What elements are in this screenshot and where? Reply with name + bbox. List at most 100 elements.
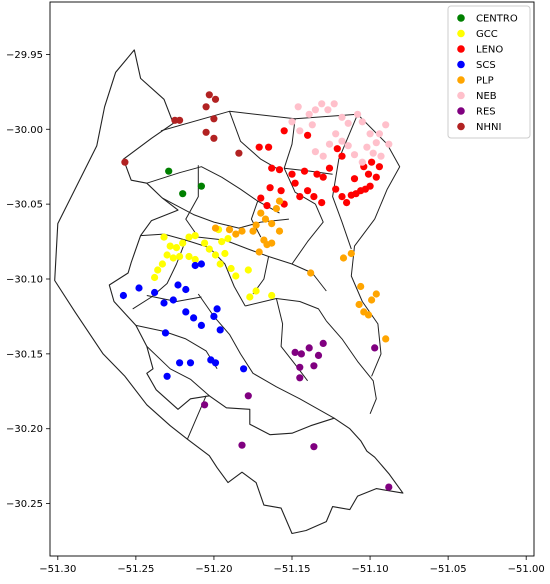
y-tick-label: −30.00 <box>6 125 43 136</box>
district-boundary <box>245 298 327 322</box>
series-scs <box>119 260 248 380</box>
series-plp <box>211 197 390 343</box>
data-point-neb <box>382 121 390 129</box>
x-tick-label: −51.25 <box>117 564 154 575</box>
data-point-neb <box>308 121 316 129</box>
data-point-leno <box>255 143 263 151</box>
data-point-nhni <box>121 158 129 166</box>
data-point-res <box>371 344 379 352</box>
data-point-plp <box>372 290 380 298</box>
x-tick-label: −51.20 <box>195 564 232 575</box>
data-point-neb <box>311 148 319 156</box>
data-point-scs <box>210 312 218 320</box>
x-tick-label: −51.00 <box>508 564 545 575</box>
data-point-leno <box>364 170 373 178</box>
data-point-gcc <box>158 260 166 268</box>
data-point-scs <box>151 288 159 297</box>
series-nhni <box>121 91 243 166</box>
data-point-gcc <box>172 244 181 252</box>
y-tick-label: −30.15 <box>6 349 43 360</box>
series-neb <box>288 100 393 166</box>
data-point-scs <box>163 372 171 380</box>
data-point-scs <box>186 359 195 367</box>
data-point-res <box>296 363 304 371</box>
y-tick-label: −29.95 <box>6 50 43 61</box>
data-point-leno <box>288 170 296 178</box>
data-point-plp <box>261 215 270 223</box>
data-point-plp <box>357 282 365 291</box>
data-point-scs <box>213 305 221 313</box>
data-point-leno <box>300 167 309 175</box>
x-tick-label: −51.10 <box>352 564 389 575</box>
data-point-leno <box>291 179 299 187</box>
data-point-scs <box>182 308 190 316</box>
data-point-neb <box>375 130 383 138</box>
data-point-leno <box>372 173 380 181</box>
legend-label: PLP <box>476 76 494 87</box>
data-point-neb <box>294 103 302 111</box>
data-point-gcc <box>252 287 260 295</box>
data-point-leno <box>265 143 273 151</box>
data-point-gcc <box>154 266 162 274</box>
data-point-leno <box>266 184 274 192</box>
data-point-plp <box>252 221 260 229</box>
district-boundary <box>350 218 382 377</box>
data-point-res <box>310 362 318 370</box>
data-point-plp <box>268 220 276 228</box>
data-point-centro <box>197 182 205 190</box>
data-point-gcc <box>163 251 171 259</box>
data-point-scs <box>161 329 170 337</box>
data-point-leno <box>338 193 346 201</box>
data-point-res <box>201 401 209 409</box>
data-point-gcc <box>224 235 232 243</box>
city-outline <box>54 49 404 535</box>
data-point-res <box>314 351 323 359</box>
data-point-neb <box>372 139 380 147</box>
data-point-neb <box>354 110 362 118</box>
legend-label: GCC <box>476 29 498 40</box>
data-point-leno <box>318 199 326 207</box>
data-point-gcc <box>227 264 235 273</box>
data-point-gcc <box>268 291 276 300</box>
data-point-gcc <box>185 233 193 241</box>
data-point-nhni <box>235 149 243 157</box>
data-point-plp <box>225 226 234 234</box>
data-point-neb <box>338 113 346 121</box>
legend-marker <box>457 122 465 131</box>
data-point-centro <box>165 167 173 175</box>
data-point-gcc <box>216 260 224 268</box>
data-point-neb <box>332 130 340 138</box>
data-point-plp <box>368 296 376 304</box>
data-point-neb <box>318 100 326 108</box>
data-point-scs <box>169 296 177 304</box>
data-point-nhni <box>202 103 210 111</box>
data-point-neb <box>344 142 352 150</box>
legend-label: LENO <box>476 45 503 56</box>
legend-marker <box>457 29 465 38</box>
data-point-leno <box>310 193 318 201</box>
data-point-neb <box>330 100 338 108</box>
series-centro <box>165 167 205 198</box>
data-point-plp <box>307 269 315 277</box>
district-boundary <box>224 239 327 292</box>
legend-marker <box>457 14 465 22</box>
legend-marker <box>457 91 465 100</box>
data-point-leno <box>296 193 304 201</box>
data-point-neb <box>366 130 374 138</box>
data-point-res <box>385 483 393 491</box>
legend-marker <box>457 76 465 84</box>
data-point-gcc <box>205 245 213 253</box>
data-point-res <box>291 348 299 356</box>
data-point-res <box>310 443 318 451</box>
data-point-leno <box>268 164 276 172</box>
data-point-scs <box>160 299 168 307</box>
data-point-nhni <box>176 116 184 124</box>
x-tick-label: −51.15 <box>273 564 310 575</box>
data-point-nhni <box>211 95 220 103</box>
data-point-gcc <box>246 293 254 301</box>
data-point-gcc <box>191 232 199 240</box>
district-boundary <box>250 200 262 238</box>
data-point-res <box>296 374 304 382</box>
data-point-leno <box>343 199 351 207</box>
